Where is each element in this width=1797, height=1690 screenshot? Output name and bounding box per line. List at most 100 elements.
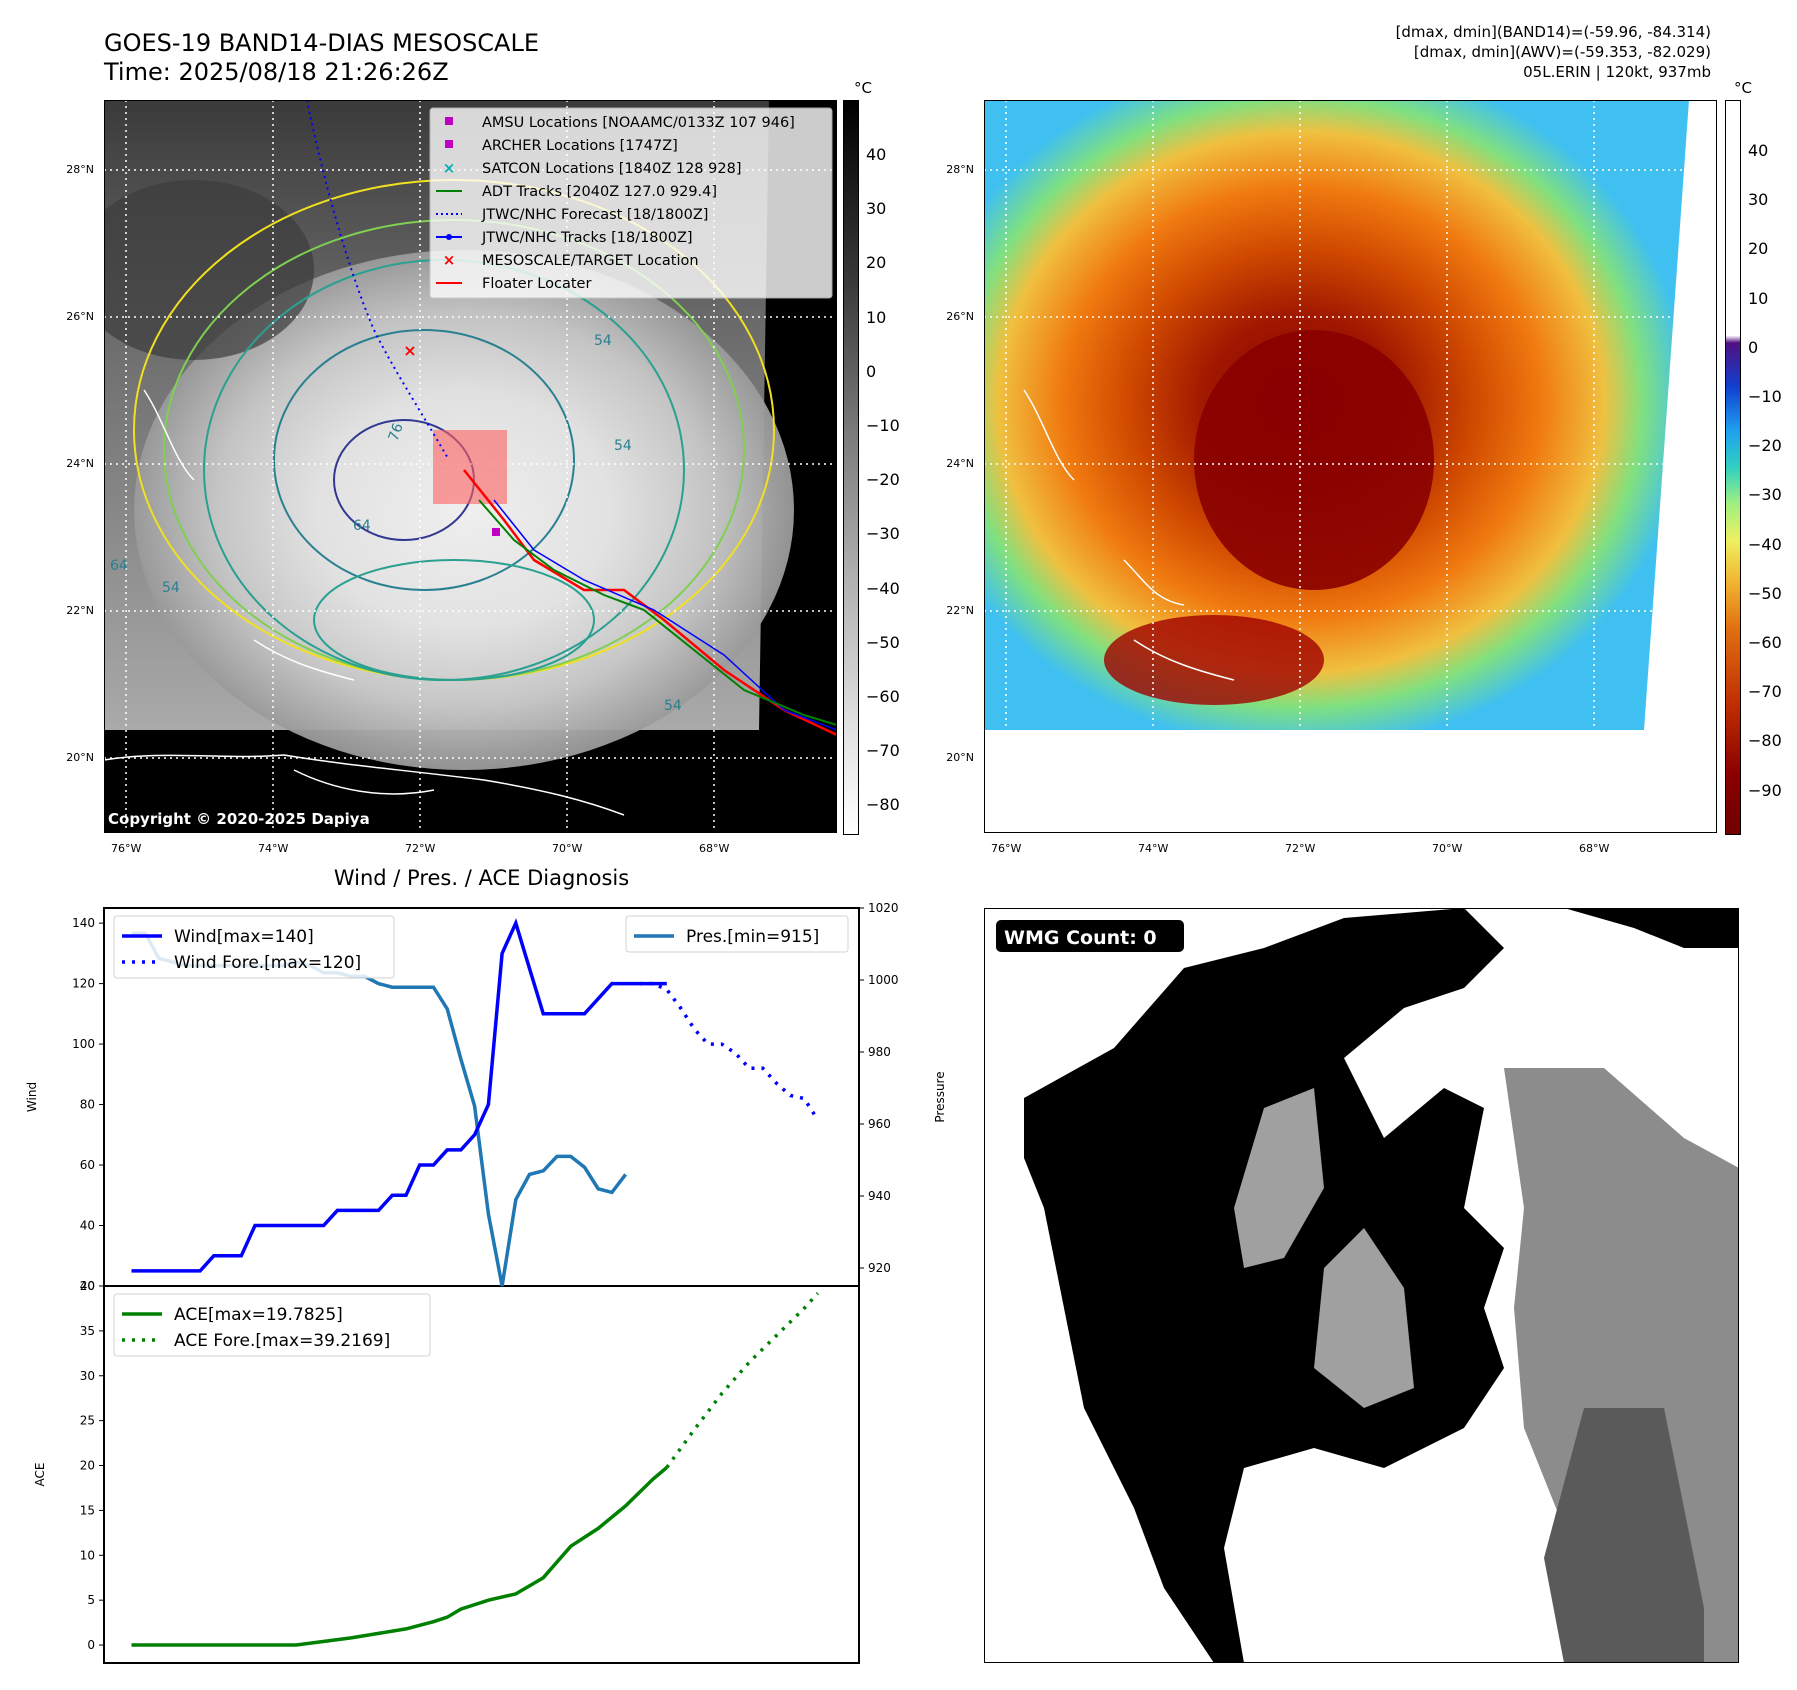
- legend-item: Floater Locater: [436, 276, 591, 292]
- ace-tick-label: 15: [80, 1503, 95, 1517]
- colorbar-tick: −70: [1748, 682, 1782, 702]
- lat-label: 28°N: [66, 163, 94, 176]
- contour-label-64b: 64: [110, 558, 128, 574]
- stats-band14: [dmax, dmin](BAND14)=(-59.96, -84.314): [1395, 23, 1711, 41]
- figure-title-line2: Time: 2025/08/18 21:26:26Z: [104, 58, 449, 86]
- legend-item: ARCHER Locations [1747Z]: [445, 138, 678, 154]
- stats-block: [dmax, dmin](BAND14)=(-59.96, -84.314) […: [1396, 22, 1711, 82]
- ir-colorbar-unit: °C: [854, 79, 872, 97]
- floater-box: [433, 430, 507, 504]
- wind-tick-label: 60: [80, 1158, 95, 1172]
- ace-tick-label: 40: [80, 1279, 95, 1293]
- awv-coastlines: [1023, 389, 1235, 681]
- legend-label: Floater Locater: [482, 276, 591, 292]
- stats-storm: 05L.ERIN | 120kt, 937mb: [1523, 63, 1711, 81]
- colorbar-tick: −20: [1748, 436, 1782, 456]
- ace-tick-label: 25: [80, 1414, 95, 1428]
- awv-lon-labels: 76°W 74°W 72°W 70°W 68°W: [984, 842, 1717, 858]
- pressure-tick-label: 920: [868, 1261, 891, 1275]
- lon-label: 74°W: [258, 842, 289, 855]
- colorbar-tick: −10: [866, 416, 900, 435]
- ir-coastlines: [104, 389, 625, 816]
- amsu-marker: [492, 528, 500, 536]
- colorbar-tick: 40: [866, 145, 887, 164]
- awv-storm-core: [1194, 330, 1434, 590]
- ace-forecast-line: [665, 1292, 820, 1469]
- target-marker: ×: [403, 341, 416, 360]
- lon-label: 72°W: [405, 842, 436, 855]
- legend-item: AMSU Locations [NOAAMC/0133Z 107 946]: [445, 115, 795, 131]
- contour-label-54c: 54: [594, 333, 612, 349]
- legend-item: ADT Tracks [2040Z 127.0 929.4]: [436, 184, 717, 200]
- wind-tick-label: 100: [72, 1037, 95, 1051]
- colorbar-tick: −20: [866, 470, 900, 490]
- contour-label-54b: 54: [614, 438, 632, 454]
- wind-forecast-line: [639, 981, 820, 1121]
- pressure-tick-label: 1020: [868, 901, 899, 915]
- lon-label: 76°W: [991, 842, 1022, 855]
- contour-label-54d: 54: [664, 698, 682, 714]
- ace-tick-label: 0: [87, 1638, 95, 1652]
- wind-tick-label: 20: [80, 1279, 95, 1293]
- colorbar-tick: −30: [1748, 485, 1782, 505]
- pressure-axis-label: Pressure: [933, 1071, 947, 1122]
- contour-label-54a: 54: [162, 580, 180, 596]
- awv-colorbar: [1725, 100, 1741, 835]
- wmg-count-badge: WMG Count: 0: [996, 920, 1184, 952]
- legend-square-marker: [445, 117, 453, 125]
- chart-legend: Pres.[min=915]: [625, 915, 849, 953]
- awv-colorbar-unit: °C: [1734, 79, 1752, 97]
- floater-track: [463, 469, 837, 737]
- legend-item: JTWC/NHC Forecast [18/1800Z]: [436, 207, 708, 223]
- colorbar-tick: −70: [866, 741, 900, 761]
- legend-label: Wind[max=140]: [174, 927, 314, 947]
- lat-label: 22°N: [66, 604, 94, 617]
- lon-label: 72°W: [1285, 842, 1316, 855]
- wmg-grey-band1: [1234, 1088, 1324, 1268]
- legend-item: × MESOSCALE/TARGET Location: [443, 251, 699, 269]
- ir-legend: AMSU Locations [NOAAMC/0133Z 107 946] ARC…: [429, 107, 833, 299]
- colorbar-tick: −40: [1748, 534, 1782, 554]
- ace-tick-label: 20: [80, 1459, 95, 1473]
- legend-label: ACE[max=19.7825]: [174, 1305, 343, 1325]
- wind-line: [131, 918, 667, 1273]
- wmg-dark-grey-region: [1544, 1408, 1704, 1663]
- ace-axis-label: ACE: [33, 1463, 47, 1487]
- diagnosis-title: Wind / Pres. / ACE Diagnosis: [333, 866, 630, 890]
- wmg-black-region: [1024, 908, 1504, 1663]
- adt-track: [478, 499, 837, 726]
- ir-lon-labels: 76°W 74°W 72°W 70°W 68°W: [104, 842, 837, 858]
- colorbar-tick: 0: [866, 361, 877, 381]
- lat-label: 22°N: [946, 604, 974, 617]
- lat-label: 26°N: [66, 310, 94, 323]
- pressure-tick-label: 980: [868, 1045, 891, 1059]
- jtwc-forecast-track: [306, 100, 450, 461]
- colorbar-tick: 40: [1748, 141, 1769, 160]
- awv-gridlines: [984, 100, 1717, 833]
- colorbar-tick: −60: [1748, 633, 1782, 652]
- lat-label: 24°N: [946, 457, 974, 470]
- lat-label: 20°N: [946, 751, 974, 764]
- wind-tick-label: 120: [72, 977, 95, 991]
- colorbar-tick: −10: [1748, 387, 1782, 406]
- colorbar-tick: 0: [1748, 337, 1759, 357]
- legend-label: SATCON Locations [1840Z 128 928]: [482, 161, 741, 177]
- lon-label: 70°W: [552, 842, 583, 855]
- contour-labels: 76 64 54 54 54 64 54: [110, 333, 682, 714]
- wmg-panel: WMG Count: 0: [984, 908, 1739, 1663]
- legend-x-marker: ×: [443, 159, 456, 177]
- awv-map-panel: [984, 100, 1717, 833]
- ace-tick-label: 35: [80, 1324, 95, 1338]
- wmg-count-text: WMG Count: 0: [1004, 927, 1157, 949]
- legend-x-marker: ×: [443, 251, 456, 269]
- legend-label: ACE Fore.[max=39.2169]: [174, 1331, 390, 1351]
- colorbar-tick: −50: [1748, 583, 1782, 603]
- legend-item: JTWC/NHC Tracks [18/1800Z]: [436, 230, 693, 246]
- ace-tick-label: 10: [80, 1548, 95, 1562]
- ir-colorbar: [843, 100, 859, 835]
- diagnosis-chart: 1401201008060402010201000980960940920403…: [25, 901, 947, 1664]
- lon-label: 68°W: [699, 842, 730, 855]
- legend-label: Wind Fore.[max=120]: [174, 953, 361, 973]
- stats-awv: [dmax, dmin](AWV)=(-59.353, -82.029): [1413, 43, 1711, 61]
- ace-line: [131, 1466, 668, 1647]
